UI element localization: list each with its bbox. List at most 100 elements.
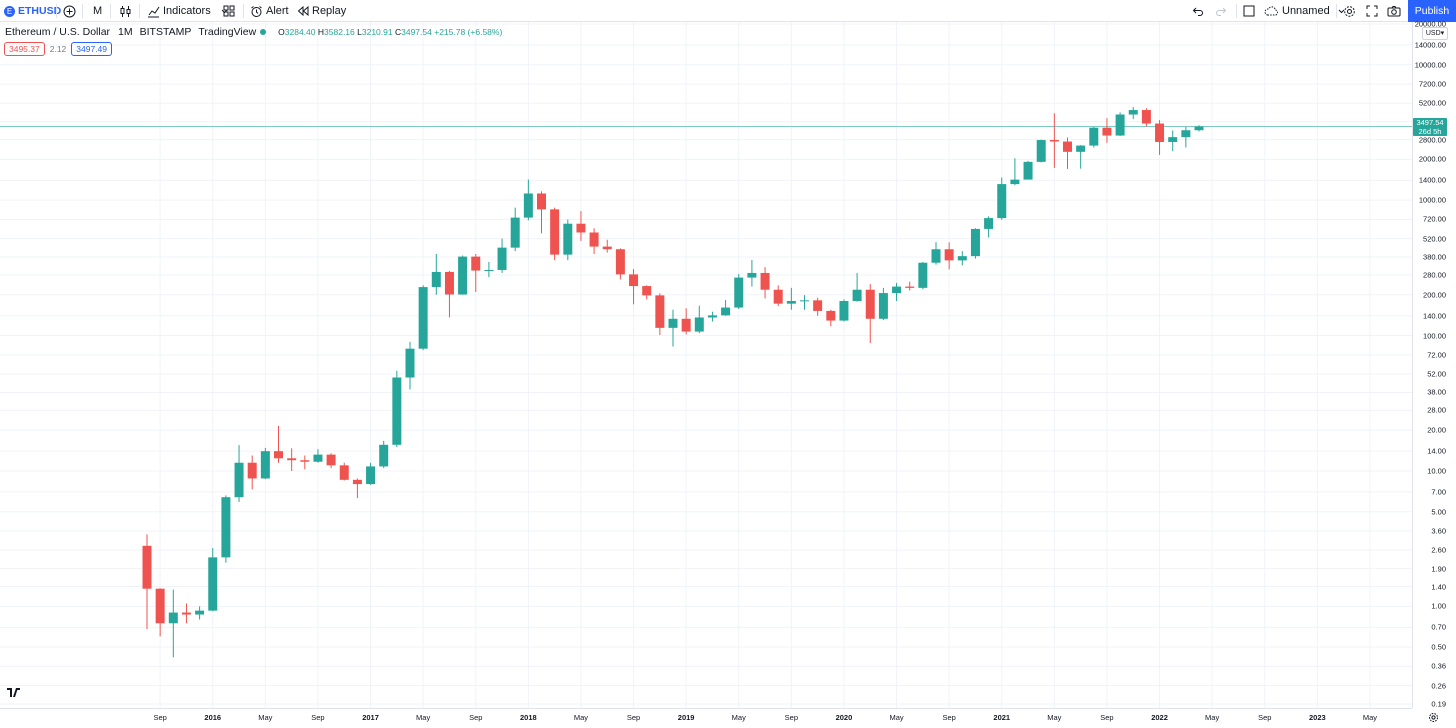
buy-price-button[interactable]: 3497.49 xyxy=(71,42,113,56)
candle xyxy=(300,455,310,470)
replay-button[interactable]: Replay xyxy=(297,0,346,22)
candle xyxy=(1063,137,1072,169)
price-tick-label: 52.00 xyxy=(1427,369,1446,379)
candle-body xyxy=(1141,110,1151,124)
candle-body xyxy=(181,612,191,615)
candle xyxy=(984,216,994,238)
candle-body xyxy=(510,217,520,248)
currency-label: USD xyxy=(1425,30,1441,37)
candle-body xyxy=(878,293,888,319)
candle-body xyxy=(287,458,297,461)
candle-body xyxy=(721,307,731,316)
symbol-search[interactable]: E ETHUSD xyxy=(4,0,61,22)
price-tick-label: 200.00 xyxy=(1423,290,1446,300)
candle-body xyxy=(602,246,612,250)
price-chart[interactable] xyxy=(0,22,1412,708)
candle xyxy=(1023,160,1033,180)
candle xyxy=(1115,112,1125,136)
time-tick-label: 2018 xyxy=(520,713,537,722)
indicators-button[interactable]: Indicators xyxy=(147,0,229,22)
candle xyxy=(313,449,323,463)
time-tick-label: 2020 xyxy=(835,713,853,722)
candle xyxy=(168,589,178,658)
screenshot-button[interactable] xyxy=(1387,0,1401,22)
legend-high: 3582.16 xyxy=(324,27,355,37)
price-tick-label: 140.00 xyxy=(1423,311,1446,321)
candle-body xyxy=(221,497,231,558)
price-tick-label: 0.50 xyxy=(1431,642,1446,652)
candle xyxy=(694,305,704,334)
candle xyxy=(537,191,546,234)
layouts-button[interactable] xyxy=(223,0,235,22)
candle-body xyxy=(629,274,639,287)
price-tick-label: 28.00 xyxy=(1427,405,1446,415)
candle xyxy=(366,462,376,485)
candle xyxy=(681,308,691,335)
candle-body xyxy=(313,454,323,462)
time-tick-label: Sep xyxy=(311,713,325,722)
candle-body xyxy=(366,466,376,485)
alert-button[interactable]: Alert xyxy=(250,0,289,22)
candle-body xyxy=(1010,179,1020,185)
candle xyxy=(602,239,612,253)
candle-body xyxy=(1036,140,1046,162)
time-tick-label: Sep xyxy=(942,713,956,722)
price-tick-label: 10.00 xyxy=(1427,466,1446,476)
legend-symbol-title[interactable]: Ethereum / U.S. Dollar xyxy=(5,26,111,38)
candle xyxy=(931,242,941,265)
candle-body xyxy=(1155,123,1165,142)
candle-body xyxy=(1194,126,1204,131)
chart-type-button[interactable] xyxy=(119,0,132,22)
candle xyxy=(865,284,875,344)
axis-settings-button[interactable] xyxy=(1428,710,1439,728)
candle xyxy=(326,453,336,469)
candle-body xyxy=(1063,141,1072,152)
current-price-badge: 3497.54 26d 5h xyxy=(1413,117,1447,136)
candle-body xyxy=(208,557,218,611)
candle xyxy=(405,341,415,390)
redo-button[interactable] xyxy=(1215,0,1227,22)
chart-legend: Ethereum / U.S. Dollar 1M BITSTAMP Tradi… xyxy=(5,26,502,38)
undo-button[interactable] xyxy=(1192,0,1204,22)
candle xyxy=(352,478,362,499)
interval-button[interactable]: M xyxy=(93,5,103,17)
candle-body xyxy=(1076,145,1086,152)
candle xyxy=(1102,118,1112,143)
time-axis[interactable]: Sep 2016 May Sep 2017 May Sep 2018 May Sep 2019 May… xyxy=(0,708,1412,725)
candle xyxy=(813,297,823,316)
candle-body xyxy=(931,249,941,263)
legend-exchange: BITSTAMP xyxy=(139,26,192,38)
candle-body xyxy=(418,287,428,349)
tradingview-logo[interactable] xyxy=(7,688,21,701)
candle-body xyxy=(471,256,481,271)
layout-toggle-button[interactable] xyxy=(1243,0,1255,22)
candle-body xyxy=(234,462,244,498)
indicators-label: Indicators xyxy=(163,5,211,17)
candle xyxy=(826,309,836,327)
candle xyxy=(970,228,980,259)
candle-body xyxy=(458,256,468,295)
candle-body xyxy=(852,289,862,301)
candle-body xyxy=(1089,127,1099,146)
compare-symbol-button[interactable] xyxy=(63,0,76,22)
sell-price-button[interactable]: 3495.37 xyxy=(4,42,45,56)
top-toolbar: E ETHUSD M Indicators Alert Replay Unnam… xyxy=(0,0,1456,22)
candle-body xyxy=(537,193,546,210)
chart-grid xyxy=(0,22,1412,708)
legend-change: +215.78 (+6.58%) xyxy=(434,27,503,37)
time-tick-label: 2017 xyxy=(362,713,379,722)
price-tick-label: 72.00 xyxy=(1427,350,1446,360)
settings-button[interactable] xyxy=(1343,0,1356,22)
currency-selector[interactable]: USD▾ xyxy=(1422,27,1448,40)
price-axis[interactable]: 20000.00 14000.00 10000.00 7200.00 5200.00 38… xyxy=(1412,20,1456,709)
candle-body xyxy=(155,588,165,624)
publish-button[interactable]: Publish xyxy=(1408,0,1456,22)
time-tick-label: 2021 xyxy=(993,713,1011,722)
layout-name-button[interactable]: Unnamed xyxy=(1264,0,1346,22)
alert-label: Alert xyxy=(266,5,289,17)
candle xyxy=(747,259,757,287)
fullscreen-button[interactable] xyxy=(1366,0,1378,22)
price-tick-label: 14000.00 xyxy=(1414,40,1446,50)
price-tick-label: 2800.00 xyxy=(1418,135,1446,145)
candle-body xyxy=(247,462,257,479)
